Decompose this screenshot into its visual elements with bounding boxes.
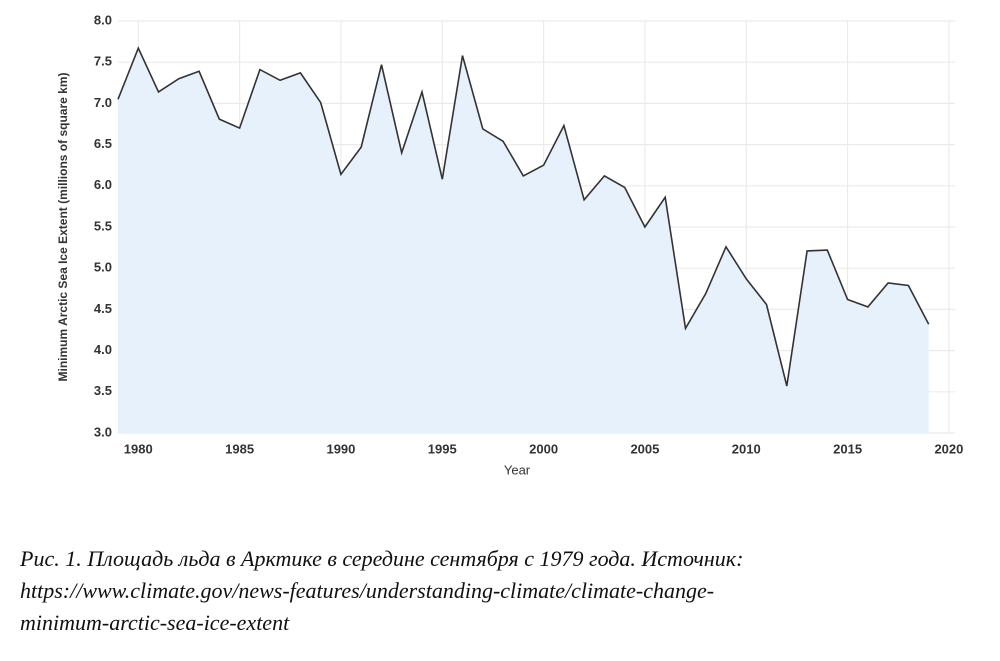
y-tick-label: 3.5 <box>94 383 112 398</box>
x-tick-label: 2015 <box>833 441 862 456</box>
caption-line: Рис. 1. Площадь льда в Арктике в середин… <box>19 546 743 571</box>
x-tick-label: 2010 <box>732 441 761 456</box>
x-tick-label: 2005 <box>630 441 659 456</box>
y-tick-label: 4.0 <box>94 342 112 357</box>
y-axis-label: Minimum Arctic Sea Ice Extent (millions … <box>56 73 70 382</box>
x-axis-label: Year <box>504 462 531 477</box>
y-tick-label: 4.5 <box>94 301 112 316</box>
line <box>117 46 930 387</box>
x-tick-label: 1990 <box>326 441 355 456</box>
y-tick-label: 8.0 <box>94 12 112 27</box>
y-tick-label: 6.5 <box>94 136 112 151</box>
x-tick-label: 2020 <box>934 441 963 456</box>
x-tick-label: 2000 <box>529 441 558 456</box>
x-tick-label: 1995 <box>428 441 457 456</box>
x-tick-label: 1980 <box>124 441 153 456</box>
area <box>118 48 929 433</box>
caption-line: https://www.climate.gov/news-features/un… <box>20 578 714 603</box>
y-tick-label: 7.5 <box>94 54 112 69</box>
x-tick-label: 1985 <box>225 441 254 456</box>
y-tick-label: 7.0 <box>94 95 112 110</box>
y-tick-label: 5.5 <box>94 218 112 233</box>
y-tick-label: 3.0 <box>94 424 112 439</box>
y-tick-label: 5.0 <box>94 260 112 275</box>
caption-line: minimum-arctic-sea-ice-extent <box>20 610 290 635</box>
y-tick-label: 6.0 <box>94 177 112 192</box>
